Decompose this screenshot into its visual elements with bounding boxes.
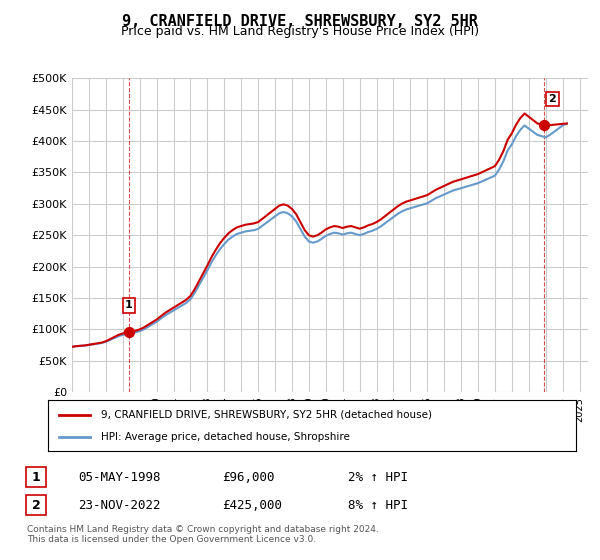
Text: £425,000: £425,000 xyxy=(222,498,282,512)
Text: 9, CRANFIELD DRIVE, SHREWSBURY, SY2 5HR (detached house): 9, CRANFIELD DRIVE, SHREWSBURY, SY2 5HR … xyxy=(101,409,432,419)
Point xyxy=(124,327,133,336)
Text: 05-MAY-1998: 05-MAY-1998 xyxy=(78,470,161,484)
Text: 2: 2 xyxy=(32,498,40,512)
Text: 2: 2 xyxy=(548,94,556,104)
Text: 23-NOV-2022: 23-NOV-2022 xyxy=(78,498,161,512)
Text: 8% ↑ HPI: 8% ↑ HPI xyxy=(348,498,408,512)
Point xyxy=(539,121,549,130)
Text: 9, CRANFIELD DRIVE, SHREWSBURY, SY2 5HR: 9, CRANFIELD DRIVE, SHREWSBURY, SY2 5HR xyxy=(122,14,478,29)
Text: 1: 1 xyxy=(32,470,40,484)
Text: 1: 1 xyxy=(125,301,133,310)
Text: Contains HM Land Registry data © Crown copyright and database right 2024.
This d: Contains HM Land Registry data © Crown c… xyxy=(27,525,379,544)
Text: 2% ↑ HPI: 2% ↑ HPI xyxy=(348,470,408,484)
Text: £96,000: £96,000 xyxy=(222,470,275,484)
Text: Price paid vs. HM Land Registry's House Price Index (HPI): Price paid vs. HM Land Registry's House … xyxy=(121,25,479,38)
Text: HPI: Average price, detached house, Shropshire: HPI: Average price, detached house, Shro… xyxy=(101,432,350,442)
